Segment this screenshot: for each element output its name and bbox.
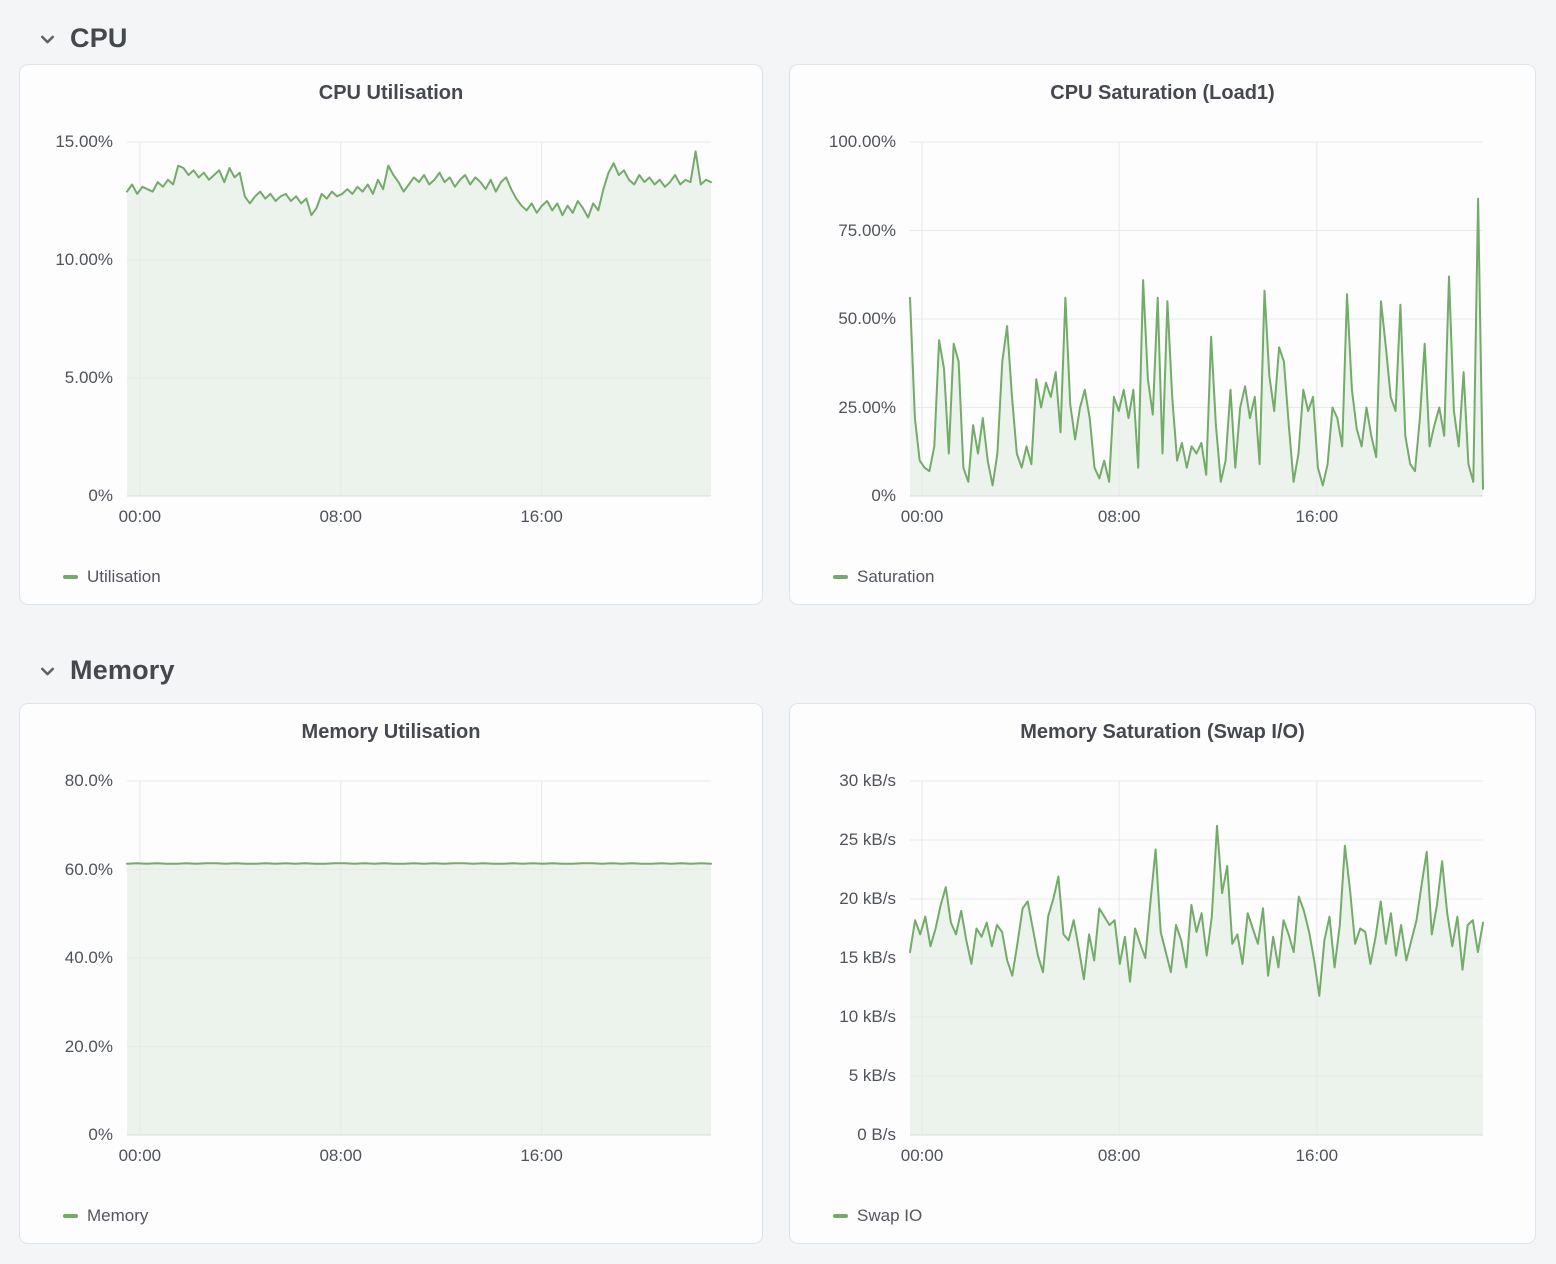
y-tick-label: 15 kB/s [839, 948, 896, 967]
y-tick-label: 5 kB/s [848, 1066, 896, 1085]
legend-swap-io[interactable]: Swap IO [833, 1206, 922, 1226]
series-fill [127, 151, 711, 496]
y-tick-label: 50.00% [838, 309, 896, 328]
legend-dash-icon [63, 575, 78, 579]
legend-memory[interactable]: Memory [63, 1206, 148, 1226]
legend-utilisation[interactable]: Utilisation [63, 567, 161, 587]
panel-cpu-utilisation: CPU Utilisation 15.00% 10.00% 5.00% 0% 00:00… [19, 64, 763, 605]
chart-canvas[interactable] [909, 141, 1484, 497]
y-tick-label: 10 kB/s [839, 1007, 896, 1026]
chart-memory-utilisation[interactable]: 80.0% 60.0% 40.0% 20.0% 0% 00:00 08:00 16:00 [20, 771, 762, 1165]
y-tick-label: 0% [871, 486, 896, 505]
chevron-down-icon [40, 35, 55, 44]
panel-title-cpu-utilisation[interactable]: CPU Utilisation [318, 82, 464, 104]
y-tick-label: 10.00% [55, 250, 113, 269]
x-tick-label: 08:00 [319, 507, 362, 526]
x-tick-label: 16:00 [520, 507, 563, 526]
y-tick-label: 20 kB/s [839, 889, 896, 908]
panel-memory-saturation: Memory Saturation (Swap I/O) 30 kB/s 25 k… [789, 703, 1536, 1244]
y-tick-label: 75.00% [838, 220, 896, 240]
x-tick-label: 00:00 [118, 1146, 162, 1165]
panel-title-memory-utilisation[interactable]: Memory Utilisation [301, 721, 481, 743]
chart-canvas[interactable] [126, 780, 712, 1136]
legend-saturation[interactable]: Saturation [833, 567, 935, 587]
legend-dash-icon [833, 575, 848, 579]
y-tick-label: 80.0% [64, 771, 113, 790]
chevron-down-icon [40, 667, 55, 676]
chart-cpu-utilisation[interactable]: 15.00% 10.00% 5.00% 0% 00:00 08:00 16:00 [20, 132, 762, 526]
chart-canvas[interactable] [126, 141, 712, 497]
y-tick-label: 100.00% [828, 132, 896, 151]
series-fill [910, 198, 1483, 496]
y-tick-label: 0 B/s [857, 1125, 896, 1144]
x-tick-label: 08:00 [1097, 507, 1141, 526]
legend-label: Utilisation [87, 567, 161, 586]
y-tick-label: 30 kB/s [839, 771, 896, 790]
chart-canvas[interactable] [909, 780, 1484, 1136]
panel-memory-utilisation: Memory Utilisation 80.0% 60.0% 40.0% 20.0% 0… [19, 703, 763, 1244]
x-tick-label: 00:00 [118, 507, 162, 526]
series-fill [127, 863, 711, 1135]
x-tick-label: 08:00 [1097, 1146, 1141, 1165]
section-title-memory: Memory [70, 654, 175, 685]
panel-cpu-saturation: CPU Saturation (Load1) 100.00% 75.00% 50.0… [789, 64, 1536, 605]
y-tick-label: 5.00% [64, 368, 113, 387]
legend-dash-icon [833, 1214, 848, 1218]
chart-cpu-saturation[interactable]: 100.00% 75.00% 50.00% 25.00% 0% 00:00 08:00 16:… [790, 132, 1535, 526]
section-header-cpu[interactable]: CPU [0, 0, 1556, 64]
series-line [126, 150, 712, 219]
y-tick-label: 20.0% [64, 1036, 113, 1056]
series-fill [910, 825, 1483, 1135]
y-tick-label: 25.00% [838, 397, 896, 417]
y-tick-label: 0% [88, 486, 113, 505]
memory-panels-row: Memory Utilisation 80.0% 60.0% 40.0% 20.0% 0… [0, 703, 1556, 1244]
x-tick-label: 00:00 [900, 1146, 944, 1165]
legend-label: Memory [87, 1206, 149, 1225]
y-tick-label: 15.00% [55, 132, 113, 151]
legend-label: Swap IO [857, 1206, 923, 1225]
series-line [909, 824, 1484, 997]
legend-dash-icon [63, 1214, 78, 1218]
x-tick-label: 16:00 [1295, 1146, 1339, 1165]
y-tick-label: 25 kB/s [839, 830, 896, 849]
legend-label: Saturation [857, 567, 935, 586]
chart-memory-saturation[interactable]: 30 kB/s 25 kB/s 20 kB/s 15 kB/s 10 kB/s 5 kB/… [790, 771, 1535, 1165]
panel-title-memory-saturation[interactable]: Memory Saturation (Swap I/O) [1020, 721, 1305, 743]
y-tick-label: 0% [88, 1125, 113, 1144]
section-title-cpu: CPU [70, 22, 128, 53]
y-tick-label: 60.0% [64, 859, 113, 879]
cpu-panels-row: CPU Utilisation 15.00% 10.00% 5.00% 0% 00:00… [0, 64, 1556, 605]
series-line [909, 197, 1484, 490]
section-header-memory[interactable]: Memory [0, 605, 1556, 703]
x-tick-label: 08:00 [319, 1146, 362, 1165]
x-tick-label: 16:00 [1295, 507, 1339, 526]
x-tick-label: 16:00 [520, 1146, 563, 1165]
x-tick-label: 00:00 [900, 507, 944, 526]
panel-title-cpu-saturation[interactable]: CPU Saturation (Load1) [1050, 82, 1275, 104]
y-tick-label: 40.0% [64, 948, 113, 967]
